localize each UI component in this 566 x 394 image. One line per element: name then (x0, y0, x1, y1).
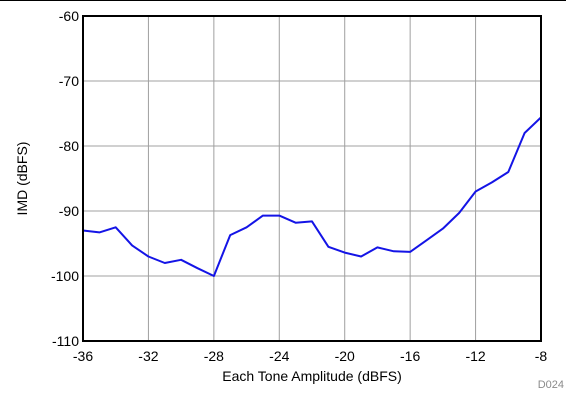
x-axis-title: Each Tone Amplitude (dBFS) (222, 368, 402, 384)
y-axis-title: IMD (dBFS) (14, 142, 30, 216)
x-tick-label: -32 (138, 348, 158, 364)
plot-area (83, 16, 541, 341)
y-tick-label: -70 (59, 73, 79, 89)
series-line (82, 116, 542, 277)
x-tick-label: -12 (465, 348, 485, 364)
y-tick-labels: -110 -100 -90 -80 -70 -60 (51, 8, 79, 349)
x-tick-label: -36 (73, 348, 93, 364)
plot-frame (82, 15, 542, 342)
x-tick-labels: -36 -32 -28 -24 -20 -16 -12 -8 (73, 348, 548, 364)
y-tick-label: -60 (59, 8, 79, 24)
figure-id: D024 (538, 379, 564, 391)
y-tick-label: -110 (52, 333, 79, 349)
top-rule (0, 0, 566, 1)
x-tick-label: -28 (204, 348, 224, 364)
x-tick-label: -16 (400, 348, 420, 364)
x-tick-label: -24 (269, 348, 289, 364)
y-tick-label: -90 (59, 203, 79, 219)
y-tick-label: -100 (51, 268, 79, 284)
y-tick-label: -80 (59, 138, 79, 154)
x-tick-label: -8 (535, 348, 548, 364)
x-tick-label: -20 (335, 348, 355, 364)
